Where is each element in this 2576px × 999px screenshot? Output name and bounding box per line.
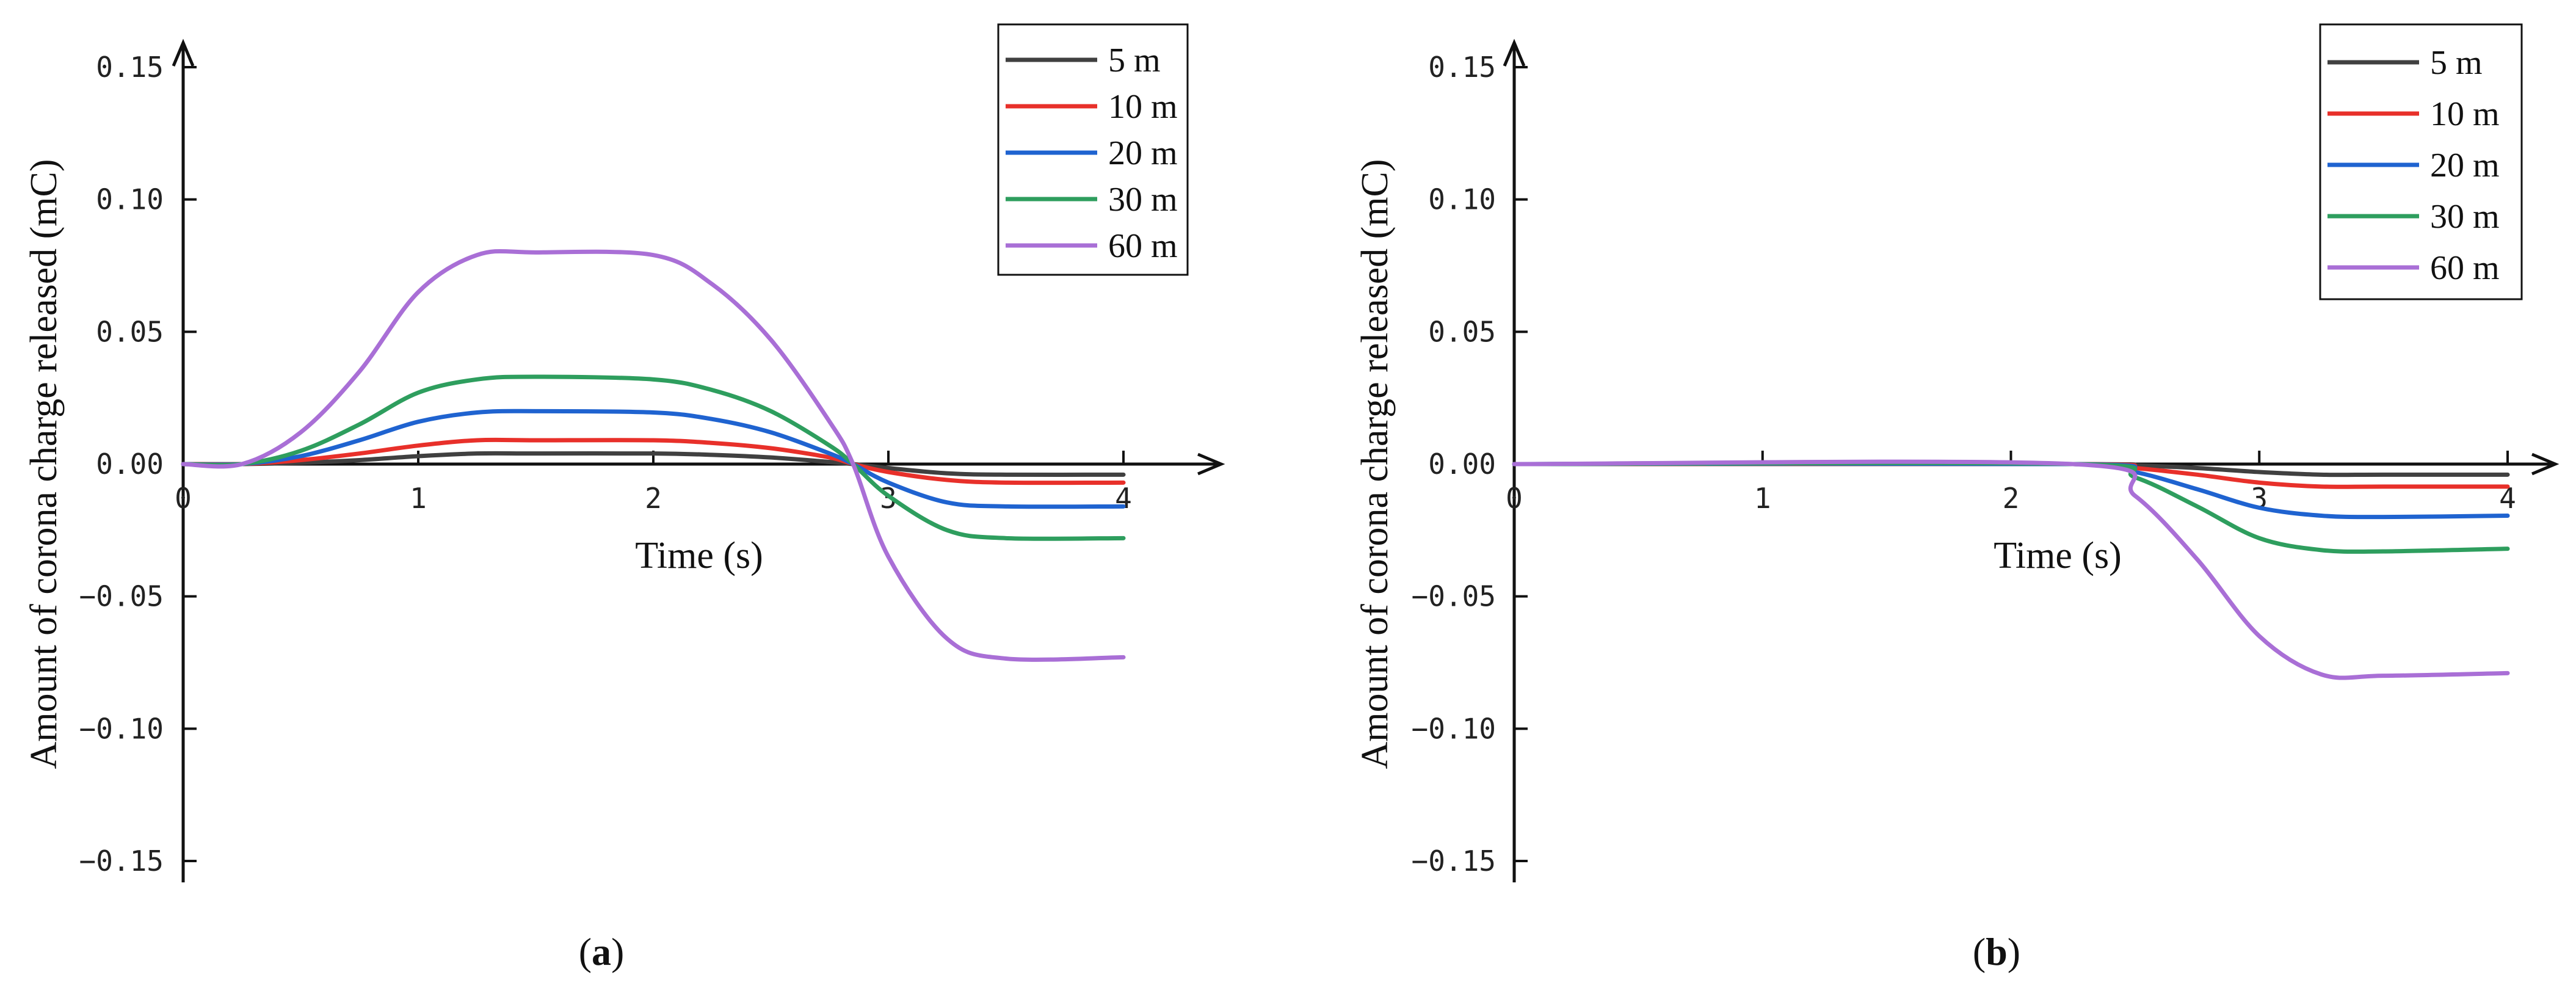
chart-a-y-tick-label: 0.00 — [96, 448, 164, 481]
chart-b-panel-label: (b) — [1973, 930, 2020, 973]
chart-a-y-axis-arrow — [172, 38, 195, 67]
chart-a-x-axis-title: Time (s) — [635, 535, 763, 576]
chart-b-x-tick-label: 0 — [1506, 482, 1523, 515]
chart-a-x-tick-label: 4 — [1115, 482, 1132, 515]
chart-a-x-tick-label: 0 — [175, 482, 192, 515]
chart-a-x-axis-arrow — [1197, 452, 1225, 476]
chart-a-y-tick-label: −0.15 — [79, 845, 164, 877]
chart-b-y-axis-arrow — [1503, 38, 1526, 67]
chart-a-series-line-60m — [181, 249, 1126, 662]
chart-b-y-tick-label: −0.15 — [1412, 845, 1496, 877]
chart-a-series-line-30m — [181, 374, 1126, 541]
chart-a-series-line-10m — [181, 437, 1126, 485]
chart-b-legend-box — [2319, 23, 2523, 300]
chart-b-x-tick-label: 1 — [1754, 482, 1771, 515]
chart-b-series-line-60m — [1512, 459, 2510, 680]
chart-b-y-tick-label: 0.15 — [1428, 51, 1496, 84]
chart-b-y-axis-title: Amount of corona charge released (mC) — [1354, 159, 1396, 769]
chart-a-y-tick-label: 0.10 — [96, 183, 164, 216]
chart-b-y-tick-label: −0.10 — [1412, 712, 1496, 745]
chart-a-y-tick-label: 0.15 — [96, 51, 164, 84]
chart-a-x-tick-label: 1 — [410, 482, 427, 515]
chart-a-legend-label: 30 m — [1108, 181, 1178, 219]
chart-a-panel: 0.150.100.050.00−0.05−0.10−0.150 1 2 3 4Time… — [23, 23, 1225, 973]
chart-a-legend-label: 20 m — [1108, 134, 1178, 172]
chart-a-y-tick-label: −0.05 — [79, 580, 164, 613]
chart-b-legend: 5 m 10 m 20 m 30 m 60 m — [2319, 23, 2523, 300]
chart-a-legend-label: 10 m — [1108, 88, 1178, 126]
chart-b-legend-label: 30 m — [2430, 198, 2500, 236]
chart-a-legend-box — [997, 23, 1189, 276]
chart-a-series-line-20m — [181, 409, 1126, 509]
chart-b-legend-label: 20 m — [2430, 147, 2500, 184]
chart-b-x-tick-label: 2 — [2003, 482, 2020, 515]
chart-b-x-axis-arrow — [2531, 452, 2560, 476]
chart-b-y-tick-label: 0.05 — [1428, 315, 1496, 348]
chart-b-legend-label: 5 m — [2430, 44, 2483, 82]
chart-a-legend-label: 5 m — [1108, 42, 1161, 79]
chart-a-y-tick-label: 0.05 — [96, 315, 164, 348]
chart-a-x-tick-label: 2 — [645, 482, 662, 515]
chart-a-series-line-5m — [181, 451, 1126, 477]
chart-a-legend: 5 m 10 m 20 m 30 m 60 m — [997, 23, 1189, 276]
chart-b-x-axis-title: Time (s) — [1994, 535, 2122, 576]
chart-b-legend-label: 60 m — [2430, 249, 2500, 287]
chart-b-y-tick-label: −0.05 — [1412, 580, 1496, 613]
chart-b-panel: 0.150.100.050.00−0.05−0.10−0.150 1 2 3 4Time… — [1354, 23, 2560, 973]
chart-a-y-tick-label: −0.10 — [79, 712, 164, 745]
chart-b-y-tick-label: 0.10 — [1428, 183, 1496, 216]
chart-a-legend-label: 60 m — [1108, 227, 1178, 265]
chart-b-legend-label: 10 m — [2430, 95, 2500, 133]
chart-a-panel-label: (a) — [579, 930, 625, 973]
chart-a-y-axis-title: Amount of corona charge released (mC) — [23, 159, 65, 769]
chart-b-y-tick-label: 0.00 — [1428, 448, 1496, 481]
